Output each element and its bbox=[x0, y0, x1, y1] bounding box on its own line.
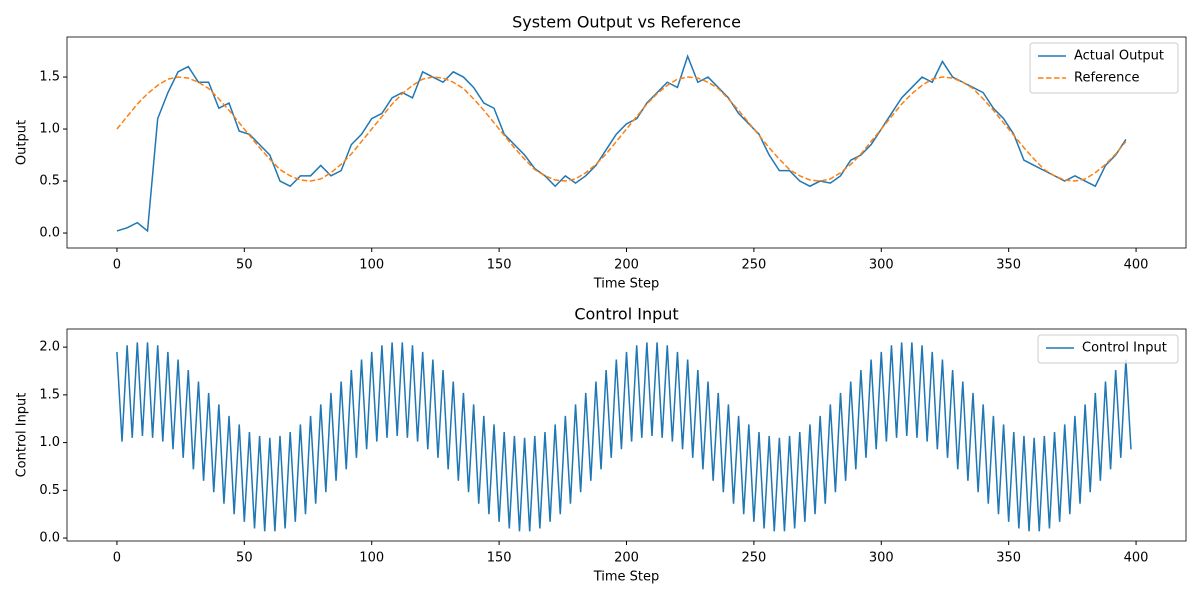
y-tick-label: 0.5 bbox=[39, 174, 60, 189]
axes-frame bbox=[66, 328, 1187, 542]
y-tick-label: 1.5 bbox=[39, 70, 60, 85]
chart-title: Control Input bbox=[574, 305, 678, 324]
x-tick-label: 150 bbox=[487, 258, 512, 273]
y-axis-label: Control Input bbox=[15, 393, 30, 478]
x-tick-label: 400 bbox=[1124, 551, 1149, 566]
legend-label: Control Input bbox=[1082, 341, 1167, 356]
axes-frame bbox=[66, 36, 1187, 249]
x-tick-label: 0 bbox=[113, 551, 121, 566]
x-tick-label: 50 bbox=[236, 551, 253, 566]
x-tick-label: 200 bbox=[614, 258, 639, 273]
x-tick-label: 300 bbox=[869, 551, 894, 566]
legend-box bbox=[1029, 42, 1179, 94]
y-tick-label: 0.5 bbox=[39, 483, 60, 498]
x-tick-label: 300 bbox=[869, 258, 894, 273]
subplot: Control Input Time Step Control Input 0 50 10… bbox=[15, 305, 1187, 585]
y-tick-label: 2.0 bbox=[39, 340, 60, 355]
chart-title: System Output vs Reference bbox=[512, 13, 741, 32]
x-tick-label: 0 bbox=[113, 258, 121, 273]
legend-label: Actual Output bbox=[1074, 49, 1164, 64]
data-line bbox=[116, 76, 1127, 182]
y-tick-label: 1.5 bbox=[39, 387, 60, 402]
x-tick-label: 350 bbox=[996, 258, 1021, 273]
y-axis-label: Output bbox=[15, 120, 30, 165]
data-line bbox=[116, 54, 1127, 233]
legend-label: Reference bbox=[1074, 71, 1139, 86]
x-tick-label: 150 bbox=[487, 551, 512, 566]
x-axis-label: Time Step bbox=[593, 277, 660, 292]
x-tick-label: 200 bbox=[614, 551, 639, 566]
x-tick-label: 100 bbox=[359, 551, 384, 566]
x-tick-label: 250 bbox=[741, 551, 766, 566]
x-tick-label: 350 bbox=[996, 551, 1021, 566]
legend-box bbox=[1037, 334, 1179, 364]
y-tick-label: 1.0 bbox=[39, 435, 60, 450]
x-tick-label: 400 bbox=[1124, 258, 1149, 273]
x-tick-label: 250 bbox=[741, 258, 766, 273]
y-tick-label: 0.0 bbox=[39, 531, 60, 546]
y-tick-label: 1.0 bbox=[39, 122, 60, 137]
data-line bbox=[116, 342, 1132, 532]
y-tick-label: 0.0 bbox=[39, 226, 60, 241]
x-tick-label: 50 bbox=[236, 258, 253, 273]
x-axis-label: Time Step bbox=[593, 570, 660, 585]
subplot: System Output vs Reference Time Step Outpu… bbox=[15, 13, 1187, 292]
x-tick-label: 100 bbox=[359, 258, 384, 273]
